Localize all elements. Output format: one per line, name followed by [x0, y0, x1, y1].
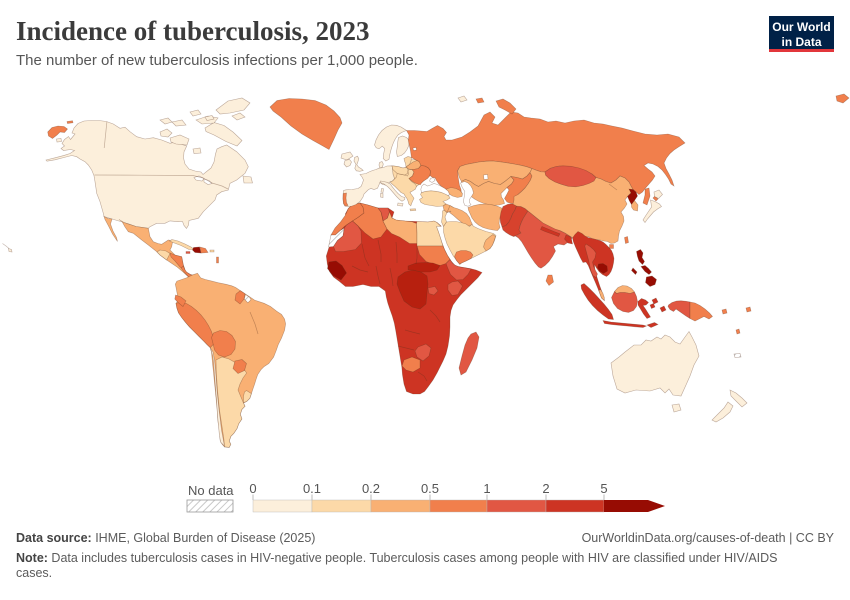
svg-text:2: 2	[542, 481, 549, 496]
svg-text:No data: No data	[188, 483, 234, 498]
svg-text:0.5: 0.5	[421, 481, 439, 496]
svg-text:1: 1	[483, 481, 490, 496]
svg-text:0.1: 0.1	[303, 481, 321, 496]
svg-text:0: 0	[249, 481, 256, 496]
svg-text:0.2: 0.2	[362, 481, 380, 496]
svg-text:5: 5	[600, 481, 607, 496]
